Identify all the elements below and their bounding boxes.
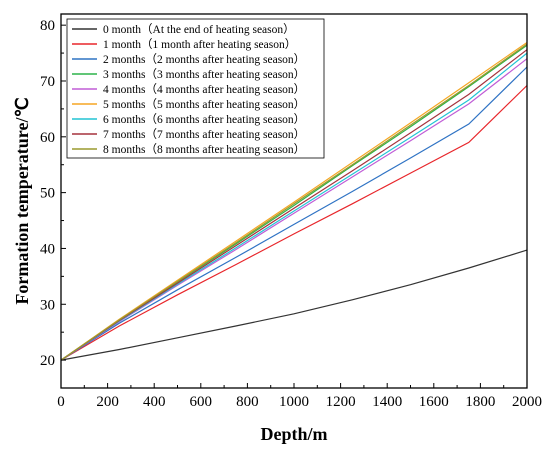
y-tick-label: 30: [40, 297, 55, 313]
series-line-2: [60, 66, 528, 361]
y-tick-label: 80: [40, 18, 55, 34]
y-tick-label: 70: [40, 74, 55, 90]
series-layer: [60, 42, 528, 361]
x-tick-label: 800: [236, 394, 259, 410]
legend-label: 4 months（4 months after heating season）: [103, 83, 305, 96]
legend-box: [66, 18, 325, 159]
x-tick-label: 1200: [326, 394, 356, 410]
ticks-layer: 0 200 400 600 800 1000 1200 1400 1600 1800 2000 20 3…: [40, 18, 542, 410]
legend-label: 7 months（7 months after heating season）: [103, 128, 305, 141]
x-tick-label: 1400: [372, 394, 402, 410]
x-tick-label: 1000: [279, 394, 309, 410]
series-line-0: [60, 249, 528, 361]
x-tick-label: 1600: [419, 394, 449, 410]
legend-label: 5 months（5 months after heating season）: [103, 98, 305, 111]
series-line-5: [60, 42, 528, 361]
series-line-7: [60, 49, 528, 361]
x-tick-label: 400: [143, 394, 166, 410]
series-line-8: [60, 43, 528, 361]
y-tick-label: 60: [40, 130, 55, 146]
x-tick-label: 600: [190, 394, 213, 410]
legend-label: 1 month（1 month after heating season）: [103, 38, 296, 51]
x-tick-label: 0: [57, 394, 65, 410]
series-line-4: [60, 58, 528, 361]
x-axis-title: Depth/m: [261, 424, 328, 444]
y-tick-label: 50: [40, 186, 55, 202]
legend-label: 2 months（2 months after heating season）: [103, 53, 305, 66]
legend-label: 6 months（6 months after heating season）: [103, 113, 305, 126]
y-tick-label: 40: [40, 241, 55, 257]
legend-label: 0 month（At the end of heating season）: [103, 23, 295, 36]
x-tick-label: 2000: [512, 394, 542, 410]
y-tick-label: 20: [40, 353, 55, 369]
y-axis-title: Formation temperature/℃: [12, 97, 32, 304]
legend: 0 month（At the end of heating season） 1 m…: [66, 18, 325, 159]
legend-label: 3 months（3 months after heating season）: [103, 68, 305, 81]
series-line-1: [60, 85, 528, 361]
legend-label: 8 months（8 months after heating season）: [103, 143, 305, 156]
x-tick-label: 1800: [465, 394, 495, 410]
x-tick-label: 200: [96, 394, 119, 410]
